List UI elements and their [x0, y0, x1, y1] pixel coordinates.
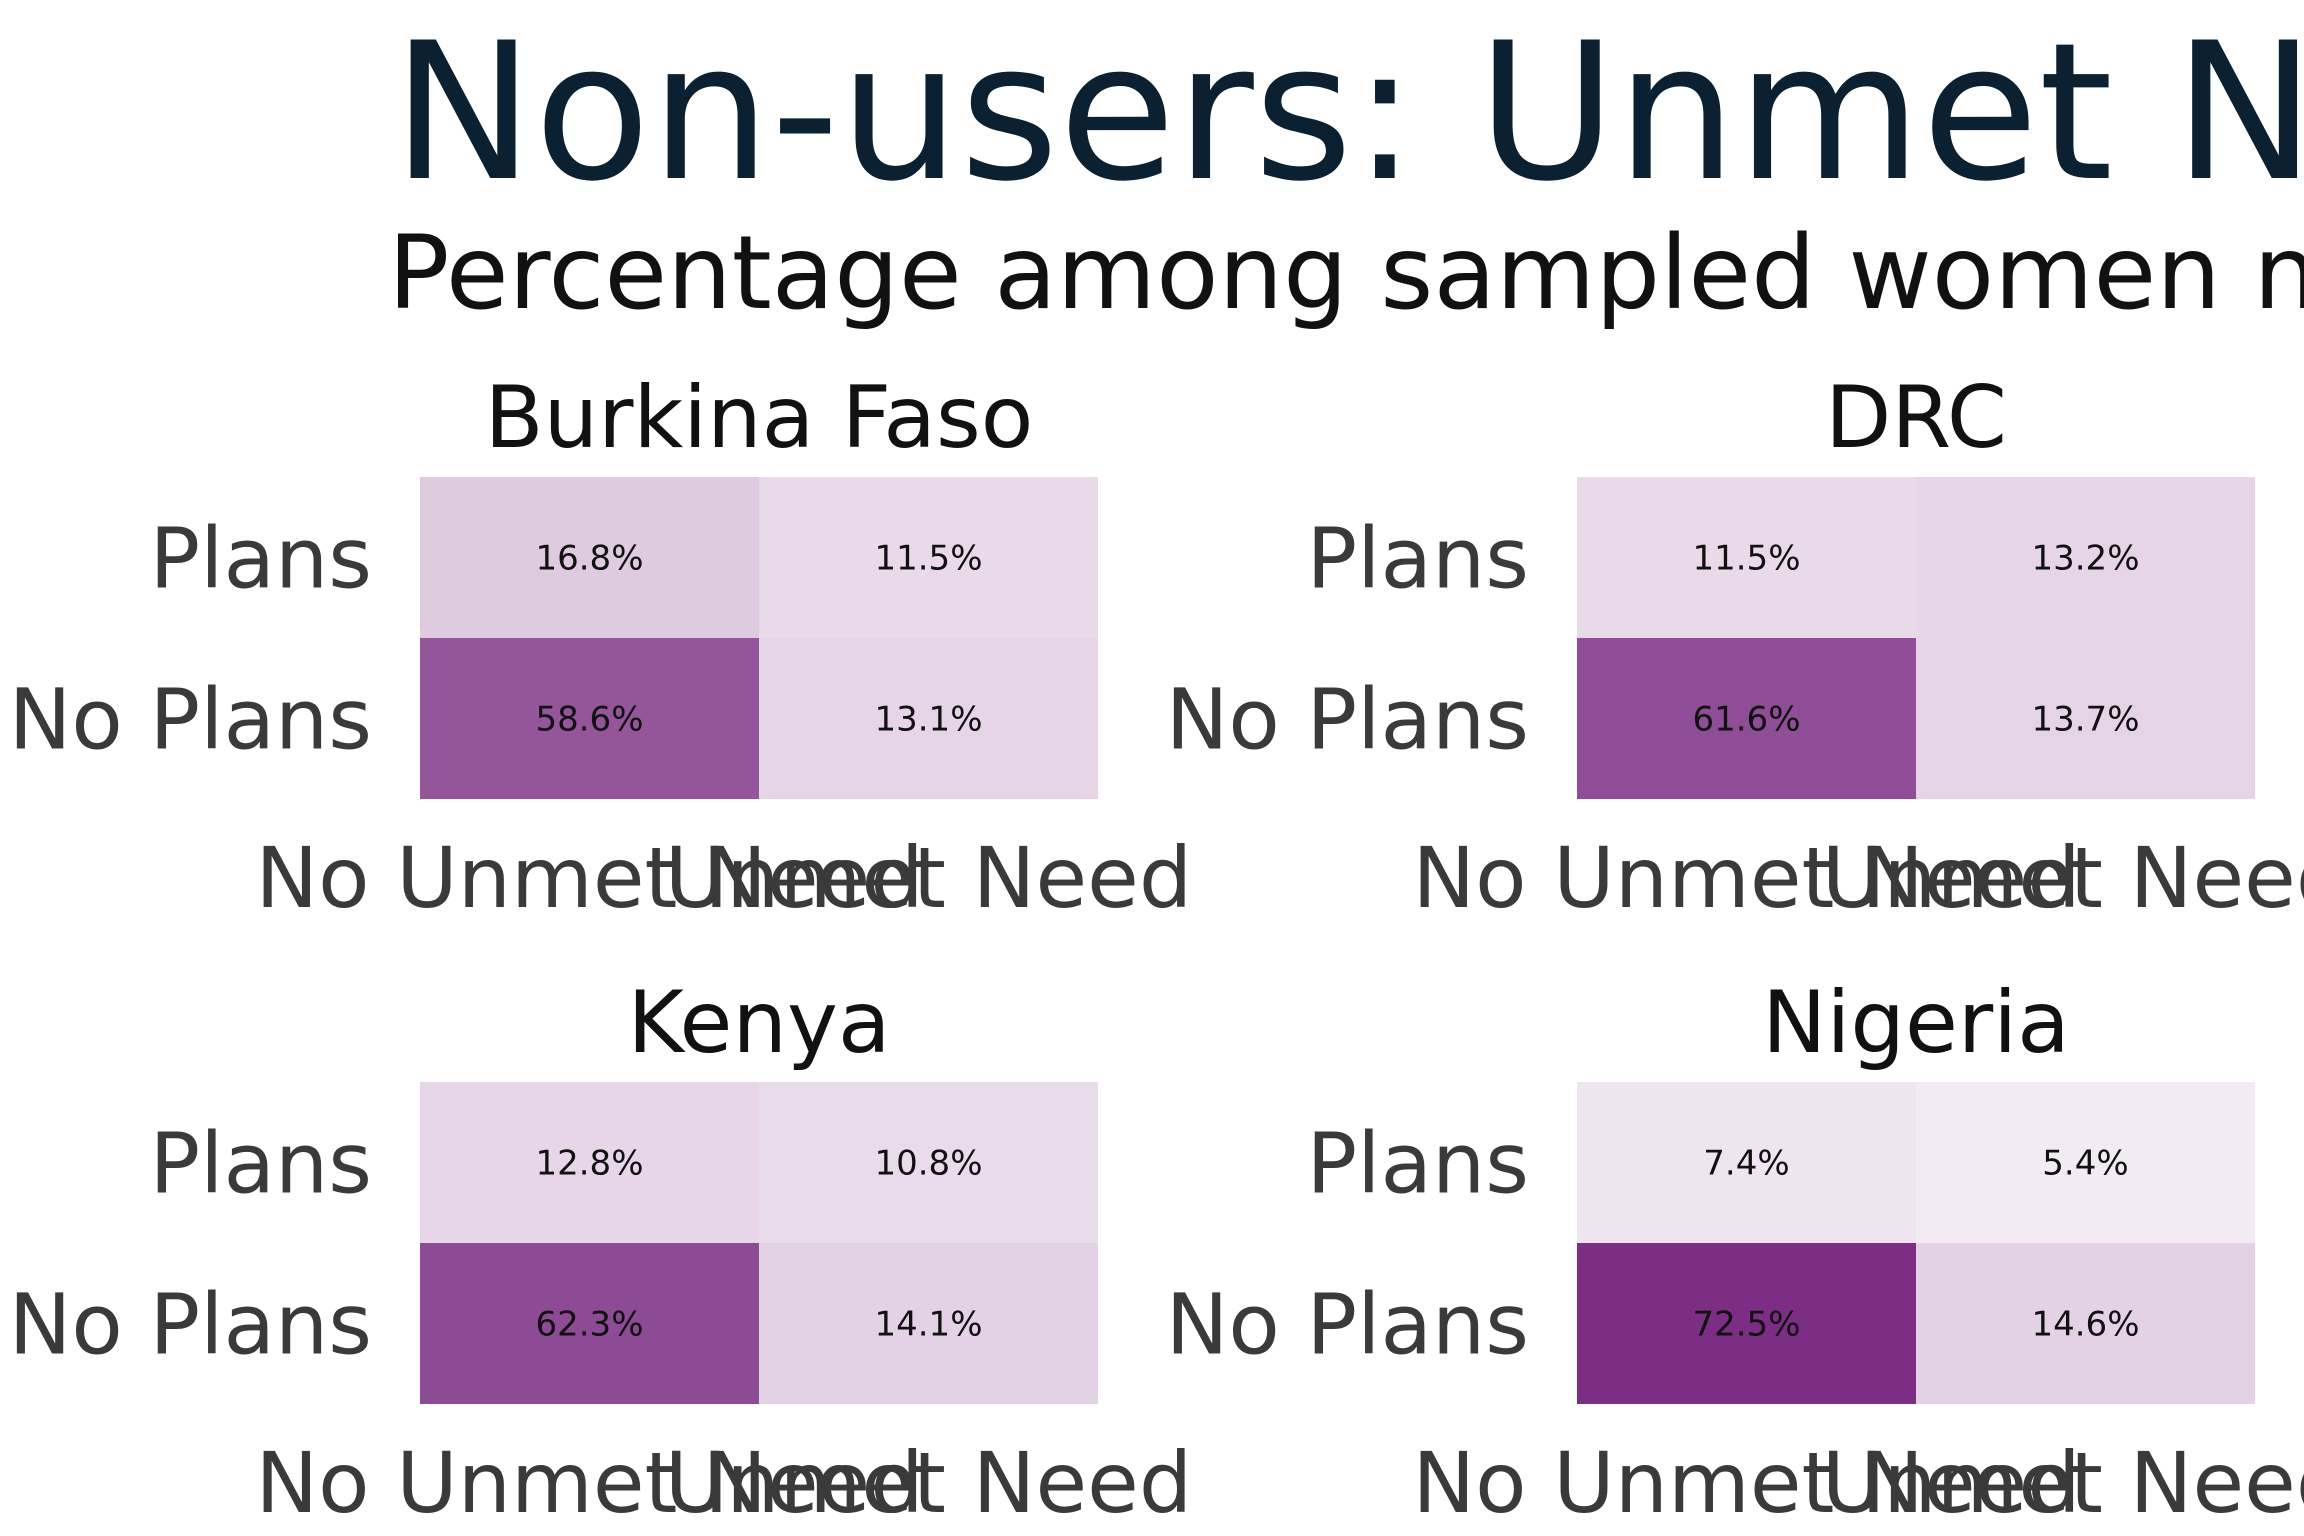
panel-grid: Burkina Faso 16.8% 11.5% 58.6% 13.1% Plans No … [9, 368, 2304, 1532]
panel-title: Kenya [627, 973, 890, 1073]
heatmap-cell [1916, 1082, 2255, 1243]
heatmap-cell [1916, 1243, 2255, 1404]
panel-title: DRC [1825, 368, 2007, 468]
heatmap-cell [759, 1243, 1098, 1404]
cell-value-label: 13.7% [2031, 700, 2139, 740]
cell-value-label: 11.5% [874, 539, 982, 579]
heatmap-cell [1577, 638, 1916, 799]
column-label: Unmet Need [1822, 1434, 2304, 1532]
cell-value-label: 13.2% [2031, 539, 2139, 579]
cell-value-label: 14.1% [874, 1305, 982, 1345]
row-label: Plans [1307, 510, 1529, 608]
heatmap-cell [420, 1082, 759, 1243]
heatmap-cell [1916, 638, 2255, 799]
cell-value-label: 62.3% [535, 1305, 643, 1345]
row-label: Plans [150, 510, 372, 608]
chart-title: Non-users: Unmet Need [392, 2, 2304, 223]
panel-nigeria: Nigeria 7.4% 5.4% 72.5% 14.6% Plans No Plans No… [1166, 973, 2304, 1532]
heatmap-cell [759, 477, 1098, 638]
column-label: No Unmet Need [1412, 1434, 2080, 1532]
cell-value-label: 10.8% [874, 1144, 982, 1184]
panel-kenya: Kenya 12.8% 10.8% 62.3% 14.1% Plans No Plans No… [9, 973, 1193, 1532]
panel-drc: DRC 11.5% 13.2% 61.6% 13.7% Plans No Plans No U… [1166, 368, 2304, 927]
heatmap-cell [420, 477, 759, 638]
panel-title: Nigeria [1762, 973, 2070, 1073]
row-label: Plans [1307, 1115, 1529, 1213]
heatmap-cell [1577, 477, 1916, 638]
heatmap-cell [1577, 1243, 1916, 1404]
row-label: Plans [150, 1115, 372, 1213]
cell-value-label: 5.4% [2042, 1144, 2128, 1184]
column-label: Unmet Need [1822, 829, 2304, 927]
panel-burkina-faso: Burkina Faso 16.8% 11.5% 58.6% 13.1% Plans No … [9, 368, 1193, 927]
cell-value-label: 61.6% [1692, 700, 1800, 740]
row-label: No Plans [9, 671, 372, 769]
column-label: No Unmet Need [1412, 829, 2080, 927]
heatmap-cell [1916, 477, 2255, 638]
heatmap-cell [759, 638, 1098, 799]
cell-value-label: 58.6% [535, 700, 643, 740]
column-label: No Unmet Need [255, 829, 923, 927]
heatmap-cell [420, 1243, 759, 1404]
cell-value-label: 72.5% [1692, 1305, 1800, 1345]
column-label: Unmet Need [665, 829, 1192, 927]
cell-value-label: 12.8% [535, 1144, 643, 1184]
row-label: No Plans [9, 1276, 372, 1374]
chart-subtitle: Percentage among sampled women n [388, 214, 2304, 333]
row-label: No Plans [1166, 1276, 1529, 1374]
panel-title: Burkina Faso [485, 368, 1034, 468]
heatmap-cell [759, 1082, 1098, 1243]
cell-value-label: 16.8% [535, 539, 643, 579]
heatmap-cell [420, 638, 759, 799]
cell-value-label: 7.4% [1703, 1144, 1789, 1184]
heatmap-cell [1577, 1082, 1916, 1243]
row-label: No Plans [1166, 671, 1529, 769]
column-label: Unmet Need [665, 1434, 1192, 1532]
cell-value-label: 11.5% [1692, 539, 1800, 579]
column-label: No Unmet Need [255, 1434, 923, 1532]
cell-value-label: 13.1% [874, 700, 982, 740]
cell-value-label: 14.6% [2031, 1305, 2139, 1345]
